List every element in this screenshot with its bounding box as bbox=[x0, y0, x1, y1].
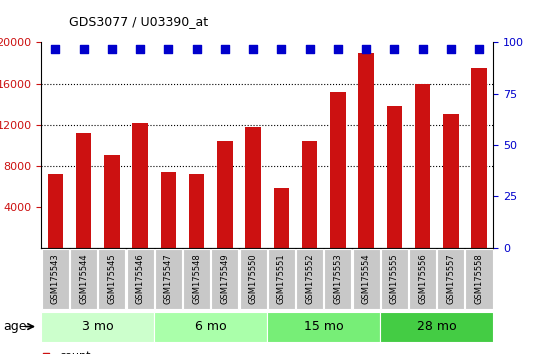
Text: GSM175549: GSM175549 bbox=[220, 253, 229, 304]
Bar bbox=[437, 249, 464, 308]
Text: GDS3077 / U03390_at: GDS3077 / U03390_at bbox=[69, 15, 208, 28]
Point bbox=[418, 46, 427, 51]
Bar bbox=[127, 249, 154, 308]
Bar bbox=[104, 155, 120, 248]
Point bbox=[304, 286, 313, 292]
Point bbox=[51, 46, 60, 51]
Bar bbox=[212, 249, 239, 308]
Text: GSM175550: GSM175550 bbox=[249, 253, 258, 304]
Point bbox=[446, 46, 455, 51]
Text: GSM175555: GSM175555 bbox=[390, 253, 399, 304]
Bar bbox=[99, 249, 126, 308]
Bar bbox=[296, 249, 323, 308]
Bar bbox=[267, 312, 380, 342]
Text: 3 mo: 3 mo bbox=[82, 320, 114, 333]
Text: GSM175552: GSM175552 bbox=[305, 253, 314, 304]
Bar bbox=[353, 249, 380, 308]
Bar bbox=[471, 68, 487, 248]
Bar bbox=[48, 174, 63, 248]
Bar bbox=[70, 249, 97, 308]
Bar bbox=[330, 92, 345, 248]
Bar bbox=[274, 188, 289, 248]
Text: GSM175551: GSM175551 bbox=[277, 253, 286, 304]
Point bbox=[249, 46, 257, 51]
Point bbox=[136, 46, 144, 51]
Point bbox=[474, 46, 483, 51]
Text: GSM175544: GSM175544 bbox=[79, 253, 88, 304]
Bar bbox=[443, 114, 458, 248]
Text: 6 mo: 6 mo bbox=[195, 320, 226, 333]
Point bbox=[164, 46, 173, 51]
Point bbox=[305, 46, 314, 51]
Text: GSM175556: GSM175556 bbox=[418, 253, 427, 304]
Point bbox=[79, 46, 88, 51]
Point bbox=[390, 46, 399, 51]
Bar bbox=[161, 172, 176, 248]
Text: age: age bbox=[3, 320, 26, 333]
Bar bbox=[76, 133, 91, 248]
Text: GSM175546: GSM175546 bbox=[136, 253, 145, 304]
Bar bbox=[325, 249, 352, 308]
Text: GSM175557: GSM175557 bbox=[446, 253, 455, 304]
Bar bbox=[189, 174, 204, 248]
Bar bbox=[466, 249, 493, 308]
Bar bbox=[409, 249, 436, 308]
Text: GSM175547: GSM175547 bbox=[164, 253, 173, 304]
Text: GSM175545: GSM175545 bbox=[107, 253, 116, 304]
Bar bbox=[240, 249, 267, 308]
Text: 15 mo: 15 mo bbox=[304, 320, 343, 333]
Point bbox=[107, 46, 116, 51]
Text: GSM175543: GSM175543 bbox=[51, 253, 60, 304]
Point bbox=[277, 46, 286, 51]
Bar bbox=[183, 249, 210, 308]
Bar bbox=[358, 53, 374, 248]
Bar bbox=[217, 141, 233, 248]
Bar bbox=[41, 312, 154, 342]
Text: GSM175558: GSM175558 bbox=[474, 253, 484, 304]
Bar bbox=[42, 249, 69, 308]
Bar bbox=[380, 312, 493, 342]
Bar bbox=[245, 127, 261, 248]
Bar bbox=[415, 84, 430, 248]
Bar bbox=[381, 249, 408, 308]
Point bbox=[220, 46, 229, 51]
Point bbox=[333, 46, 342, 51]
Text: GSM175553: GSM175553 bbox=[333, 253, 342, 304]
Text: GSM175554: GSM175554 bbox=[361, 253, 371, 304]
Text: GSM175548: GSM175548 bbox=[192, 253, 201, 304]
Bar bbox=[387, 106, 402, 248]
Point bbox=[304, 74, 313, 80]
Point bbox=[192, 46, 201, 51]
Bar bbox=[302, 141, 317, 248]
Text: 28 mo: 28 mo bbox=[417, 320, 456, 333]
Bar bbox=[132, 122, 148, 248]
Bar bbox=[268, 249, 295, 308]
Bar bbox=[154, 312, 267, 342]
Bar bbox=[155, 249, 182, 308]
Point bbox=[361, 46, 370, 51]
Text: count: count bbox=[60, 351, 91, 354]
